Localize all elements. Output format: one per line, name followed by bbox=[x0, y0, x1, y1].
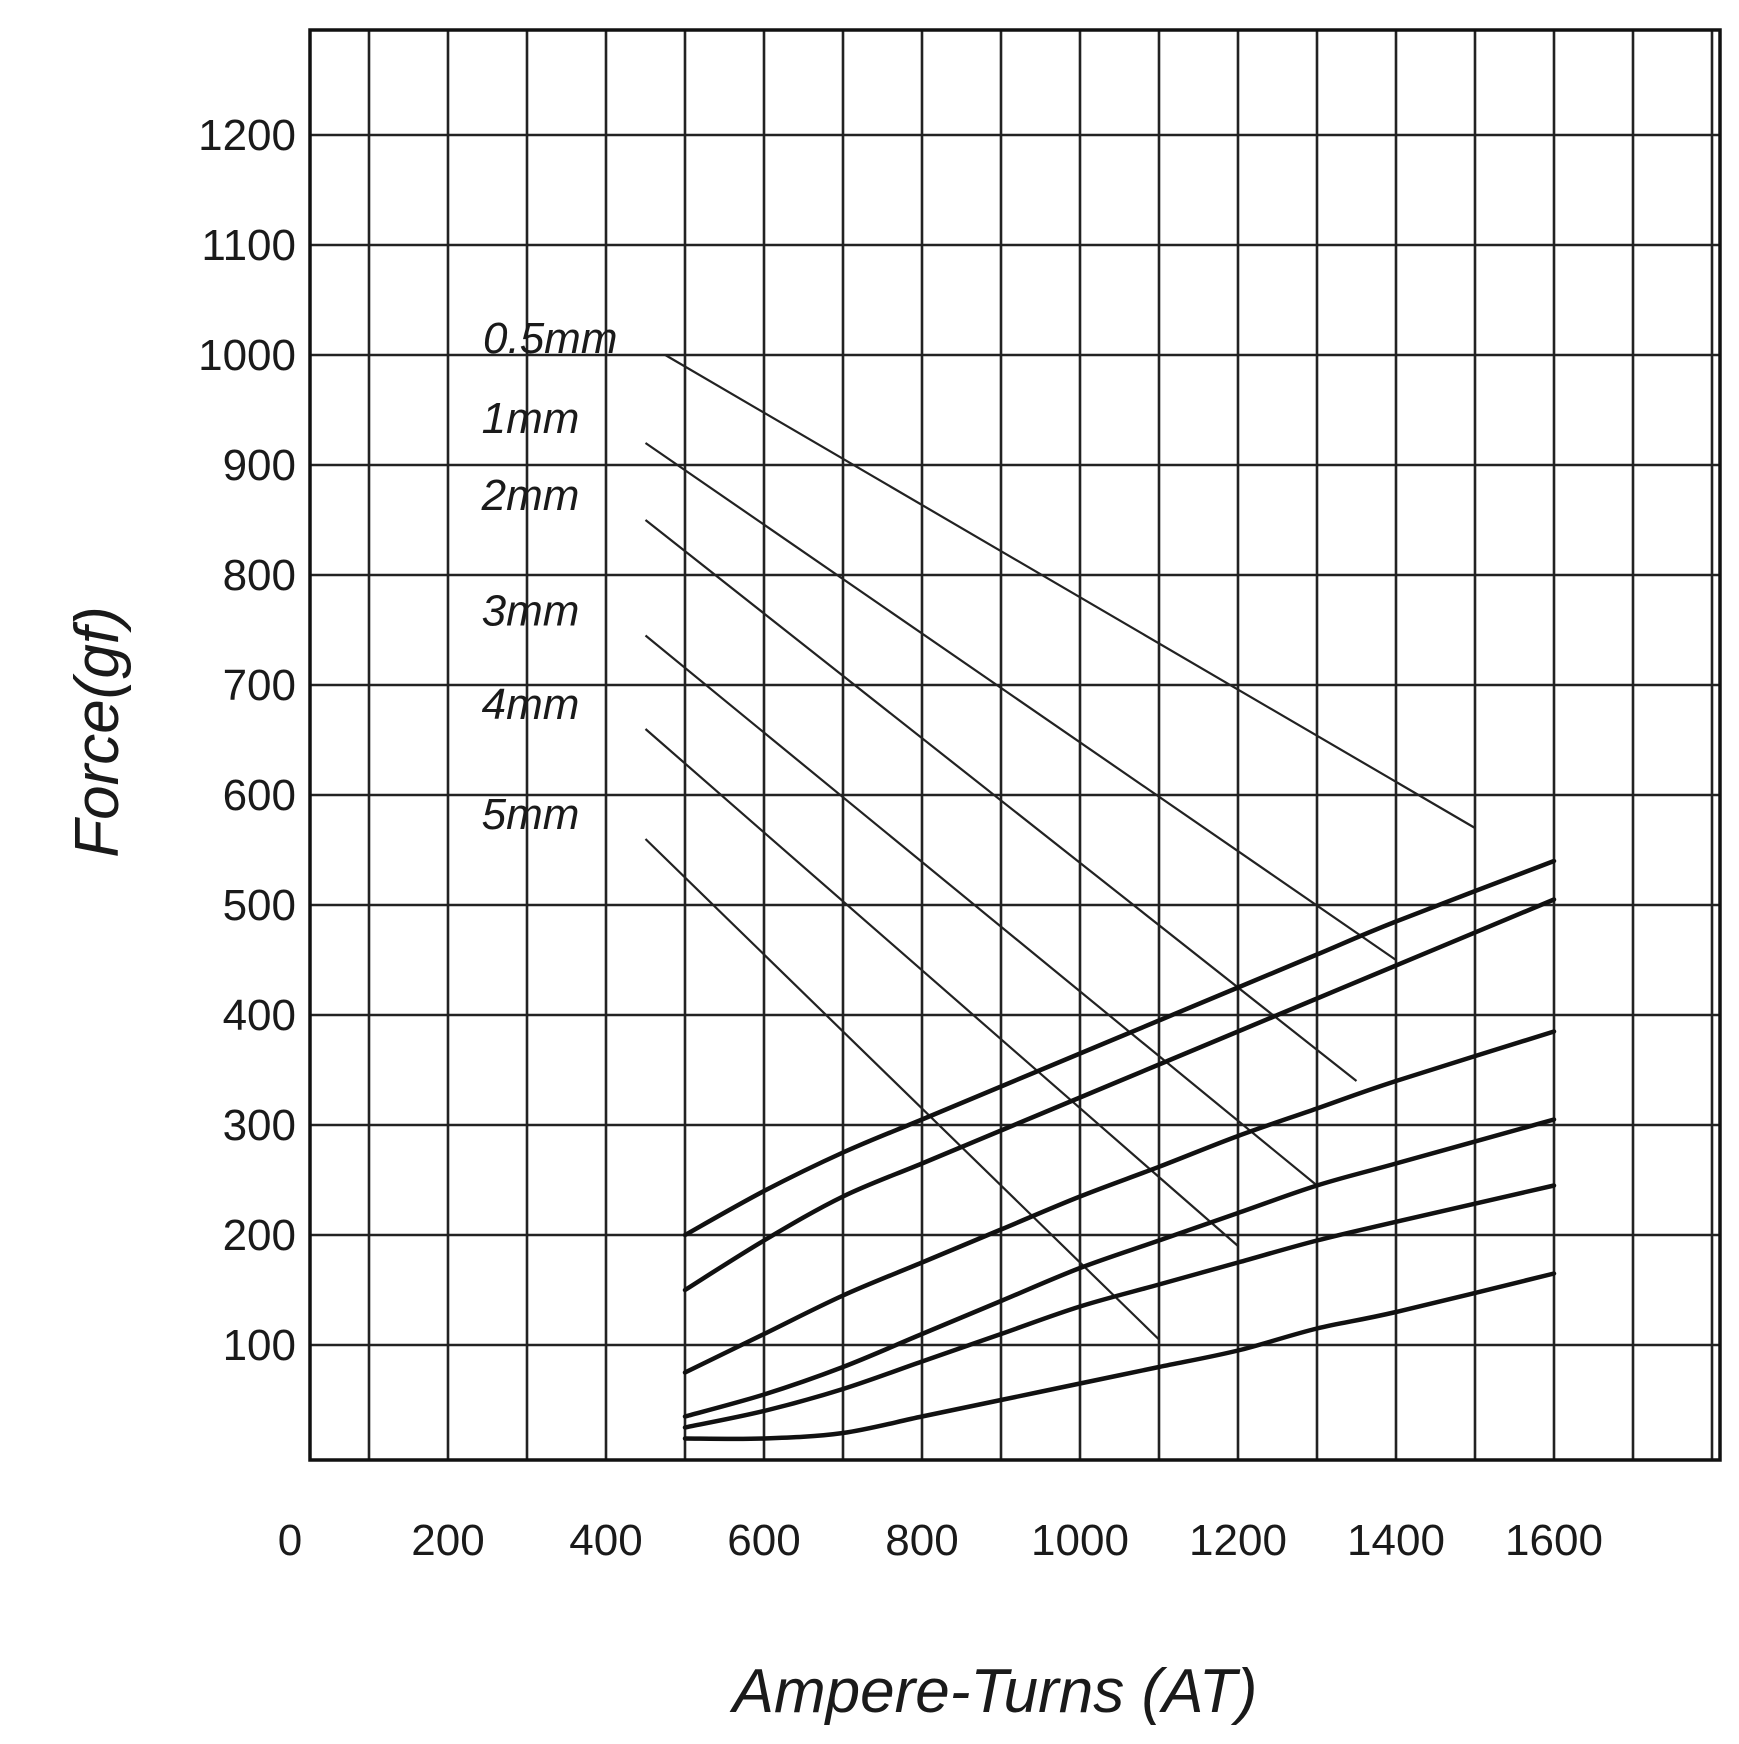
load-line-4mm bbox=[644, 728, 1239, 1247]
x-tick-label: 1600 bbox=[1505, 1516, 1603, 1565]
plot-frame bbox=[308, 28, 1722, 1462]
x-tick-label: 1000 bbox=[1031, 1516, 1129, 1565]
y-tick-label: 1200 bbox=[198, 111, 296, 160]
x-tick-label: 800 bbox=[885, 1516, 958, 1565]
y-tick-label: 1100 bbox=[201, 221, 296, 270]
load-line-3mm bbox=[644, 634, 1318, 1187]
force-curve-4mm bbox=[682, 1183, 1557, 1430]
load-lines-layer bbox=[644, 354, 1476, 1341]
force-curve-1mm bbox=[682, 897, 1557, 1293]
load-line-5mm bbox=[644, 838, 1160, 1341]
x-tick-label: 200 bbox=[411, 1516, 484, 1565]
force-curve-3mm bbox=[682, 1117, 1557, 1419]
y-tick-label: 500 bbox=[223, 881, 296, 930]
load-line-0_5mm bbox=[664, 354, 1476, 829]
y-tick-label: 300 bbox=[223, 1101, 296, 1150]
gap-labels: 0.5mm 1mm 2mm 3mm 4mm 5mm bbox=[481, 314, 618, 839]
y-tick-label: 700 bbox=[223, 661, 296, 710]
x-tick-label: 1200 bbox=[1189, 1516, 1287, 1565]
x-tick-label: 600 bbox=[727, 1516, 800, 1565]
grid-layer bbox=[310, 30, 1720, 1460]
force-curve-5mm bbox=[682, 1271, 1557, 1442]
y-tick-label: 800 bbox=[223, 551, 296, 600]
x-tick-label: 0 bbox=[278, 1516, 302, 1565]
x-axis-title: Ampere-Turns (AT) bbox=[729, 1657, 1258, 1726]
gap-label: 0.5mm bbox=[483, 314, 617, 363]
load-line-1mm bbox=[644, 442, 1397, 961]
y-tick-label: 1000 bbox=[198, 331, 296, 380]
force-curve-0_5mm bbox=[682, 858, 1557, 1238]
x-tick-label: 1400 bbox=[1347, 1516, 1445, 1565]
gap-label: 2mm bbox=[481, 471, 580, 520]
gap-label: 5mm bbox=[482, 790, 580, 839]
y-axis-title: Force(gf) bbox=[63, 606, 132, 857]
x-tick-label: 400 bbox=[569, 1516, 642, 1565]
y-tick-label: 100 bbox=[223, 1321, 296, 1370]
gap-label: 1mm bbox=[482, 394, 580, 443]
y-tick-label: 400 bbox=[223, 991, 296, 1040]
y-tick-labels: 100 200 300 400 500 600 700 800 900 1000 1100 1200 bbox=[198, 111, 296, 1370]
y-tick-label: 200 bbox=[223, 1211, 296, 1260]
gap-label: 4mm bbox=[482, 680, 580, 729]
force-curve-2mm bbox=[682, 1029, 1557, 1375]
gap-label: 3mm bbox=[482, 587, 580, 636]
force-curves-layer bbox=[682, 858, 1557, 1442]
y-tick-label: 600 bbox=[223, 771, 296, 820]
x-tick-labels: 0 200 400 600 800 1000 1200 1400 1600 bbox=[278, 1516, 1603, 1565]
y-tick-label: 900 bbox=[223, 441, 296, 490]
